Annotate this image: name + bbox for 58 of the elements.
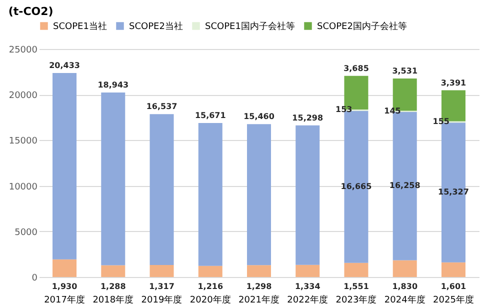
data-label: 15,671: [194, 110, 226, 120]
data-label: 153: [336, 105, 352, 114]
bar: [247, 124, 271, 266]
bar: [392, 260, 417, 277]
data-label: 15,298: [292, 113, 324, 122]
x-tick-label: 2022年度: [287, 294, 328, 306]
y-tick-label: 0: [32, 274, 38, 284]
data-label: 16,665: [340, 182, 372, 191]
bar: [101, 265, 126, 277]
legend-label: SCOPE2当社: [129, 21, 183, 32]
data-label: 1,317: [149, 282, 174, 291]
bar: [198, 122, 222, 266]
x-tick-label: 2024年度: [384, 294, 426, 306]
data-label: 1,288: [100, 282, 126, 291]
data-label: 1,601: [440, 282, 467, 291]
bar: [296, 125, 320, 265]
bar: [198, 266, 222, 277]
y-tick-label: 5000: [14, 228, 38, 238]
bar: [150, 264, 174, 277]
bar: [441, 262, 466, 277]
data-label: 145: [384, 106, 402, 116]
data-label: 18,943: [98, 80, 129, 90]
x-tick-label: 2023年度: [336, 294, 377, 306]
x-tick-label: 2021年度: [238, 294, 280, 306]
legend-label: SCOPE2国内子会社等: [317, 21, 407, 32]
legend-label: SCOPE1国内子会社等: [205, 21, 295, 32]
bar: [296, 264, 320, 277]
bar: [344, 262, 368, 277]
data-label: 3,531: [392, 66, 418, 76]
y-tick-label: 10000: [8, 182, 38, 192]
data-label: 3,685: [344, 64, 370, 73]
data-label: 1,930: [52, 282, 78, 291]
x-tick-label: 2020年度: [190, 294, 231, 306]
data-label: 155: [432, 116, 450, 126]
data-label: 16,537: [146, 102, 178, 112]
chart-title: (t-CO2): [8, 5, 54, 18]
data-label: 1,216: [198, 282, 224, 291]
data-label: 20,433: [49, 61, 80, 70]
bar: [52, 259, 77, 277]
y-tick-label: 15000: [8, 136, 38, 147]
data-label: 16,258: [389, 181, 421, 190]
data-label: 1,551: [344, 282, 370, 291]
x-tick-label: 2018年度: [92, 294, 134, 306]
data-label: 1,334: [294, 282, 321, 291]
y-tick-label: 25000: [8, 46, 38, 56]
bar: [247, 265, 271, 277]
bar: [150, 114, 174, 265]
data-label: 1,830: [392, 282, 418, 291]
x-tick-label: 2019年度: [141, 294, 182, 306]
x-tick-label: 2017年度: [44, 294, 85, 306]
data-label: 3,391: [440, 78, 467, 88]
bar: [52, 73, 77, 260]
y-tick-label: 20000: [8, 91, 38, 102]
legend-label: SCOPE1当社: [53, 21, 107, 32]
bar: [101, 92, 126, 266]
x-tick-label: 2025年度: [433, 294, 474, 306]
data-label: 1,298: [246, 282, 272, 291]
data-label: 15,460: [244, 112, 275, 122]
